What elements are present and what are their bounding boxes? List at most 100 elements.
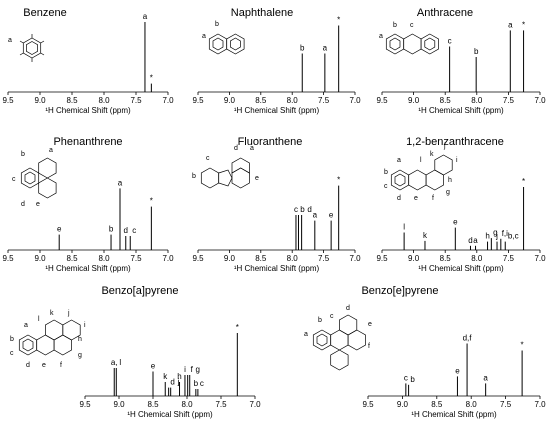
peak-label: d <box>170 378 174 387</box>
x-tick-label: 7.0 <box>162 254 174 263</box>
panel-benzo-a-pyrene: Benzo[a]pyrene k a l j i b h c g d e f 9… <box>10 285 261 419</box>
x-axis-label: ¹H Chemical Shift (ppm) <box>418 264 504 273</box>
peak-label: a <box>473 236 478 245</box>
panel-naphthalene: Naphthalene b a 9.5 9.0 8.5 8.0 7.5 7.0 ¹H Che… <box>192 7 361 115</box>
peak-label: f <box>191 365 194 374</box>
peak-label: b <box>109 225 114 234</box>
peak-label: b <box>474 47 479 56</box>
phenanthrene-structure: b a c d e <box>12 147 57 208</box>
spectrum-plot: 9.5 9.0 8.5 8.0 7.5 7.0 ¹H Chemical Shift (ppm… <box>192 16 361 116</box>
structure-label: b <box>393 22 397 29</box>
peak-label: g <box>493 228 497 237</box>
peak-label: j <box>177 378 180 387</box>
peak-label: a <box>323 44 328 53</box>
panel-title: Phenanthrene <box>53 136 122 148</box>
panel-fluoranthene: Fluoranthene b c d a e 9.5 9.0 8.5 8.0 7.5 7.… <box>192 136 361 273</box>
x-tick-label: 8.5 <box>440 254 452 263</box>
peak-label: * <box>150 74 153 83</box>
x-tick-label: 9.0 <box>34 96 46 105</box>
structure-label: c <box>410 22 414 29</box>
panel-title: Anthracene <box>417 7 473 19</box>
peak-label: d <box>468 236 472 245</box>
peak-label: a <box>118 178 123 187</box>
peak-label: l <box>403 223 405 232</box>
spectrum-plot: 9.5 9.0 8.5 8.0 7.5 7.0 ¹H Chemical Shift (ppm… <box>79 323 261 419</box>
benzene-structure: a <box>8 34 45 62</box>
panel-title: 1,2-benzanthracene <box>406 136 504 148</box>
x-tick-label: 9.0 <box>397 400 409 409</box>
peak-label: e <box>329 211 334 220</box>
structure-label: a <box>49 147 53 154</box>
structure-label: d <box>346 305 350 312</box>
x-tick-label: 9.5 <box>192 254 204 263</box>
peak-label: c <box>404 373 408 382</box>
x-tick-label: 7.0 <box>534 400 546 409</box>
x-tick-label: 8.5 <box>66 254 78 263</box>
panel-title: Fluoranthene <box>238 136 303 148</box>
x-tick-label: 8.5 <box>66 96 78 105</box>
x-tick-label: 7.5 <box>503 254 515 263</box>
peak-label: k <box>163 372 168 381</box>
x-axis-label: ¹H Chemical Shift (ppm) <box>234 106 320 115</box>
x-tick-label: 9.5 <box>2 96 14 105</box>
benzo-a-pyrene-structure: k a l j i b h c g d e f <box>10 310 86 369</box>
peak-label: h <box>485 232 489 241</box>
x-tick-label: 8.5 <box>255 96 267 105</box>
peak-label: c <box>448 37 452 46</box>
peak-label: a <box>143 12 148 21</box>
peak-label: * <box>337 16 340 25</box>
panel-phenanthrene: Phenanthrene b a c d e 9.5 9.0 8.5 8.0 7.5 7.… <box>2 136 174 273</box>
peak-label: b,c <box>508 232 519 241</box>
peak-label: h <box>177 372 181 381</box>
peak-label: c <box>200 379 204 388</box>
structure-label: g <box>78 352 82 359</box>
peak-label: l <box>119 358 121 367</box>
spectrum-plot: 9.5 9.0 8.5 8.0 7.5 7.0 ¹H Chemical Shift (ppm… <box>376 177 546 273</box>
x-axis-label: ¹H Chemical Shift (ppm) <box>418 106 504 115</box>
x-tick-label: 7.5 <box>130 254 142 263</box>
peak-label: e <box>453 218 458 227</box>
structure-label: k <box>50 310 54 317</box>
structure-label: a <box>250 145 254 152</box>
x-tick-label: 8.0 <box>287 254 299 263</box>
x-tick-label: 8.0 <box>471 96 483 105</box>
structure-label: e <box>414 195 418 202</box>
naphthalene-structure: b a <box>202 21 245 55</box>
x-axis-label: ¹H Chemical Shift (ppm) <box>127 410 213 419</box>
structure-label: d <box>26 362 30 369</box>
x-tick-label: 7.5 <box>130 96 142 105</box>
x-tick-label: 9.5 <box>192 96 204 105</box>
spectrum-plot: 9.5 9.0 8.5 8.0 7.5 7.0 ¹H Chemical Shift (ppm… <box>2 178 174 273</box>
peak-label: c <box>294 205 298 214</box>
x-tick-label: 7.0 <box>249 400 261 409</box>
peak-label: b <box>194 379 199 388</box>
x-tick-label: 9.0 <box>224 254 236 263</box>
structure-label: e <box>255 175 259 182</box>
structure-label: h <box>448 177 452 184</box>
anthracene-structure: b c a <box>379 22 439 55</box>
structure-label: k <box>430 151 434 158</box>
structure-label: b <box>192 173 196 180</box>
structure-label: c <box>10 350 14 357</box>
structure-label: j <box>67 310 70 317</box>
panel-benzo-e-pyrene: Benzo[e]pyrene d b c e a f 9.5 9.0 8.5 8.0 7… <box>304 285 546 419</box>
x-tick-label: 7.0 <box>349 254 361 263</box>
peak-label: e <box>455 366 460 375</box>
structure-label: i <box>456 157 458 164</box>
structure-label: l <box>420 157 422 164</box>
peak-label: a <box>313 211 318 220</box>
peak-label: c <box>132 226 136 235</box>
x-tick-label: 8.0 <box>98 254 110 263</box>
x-tick-label: 8.5 <box>147 400 159 409</box>
structure-label: c <box>206 155 210 162</box>
panel-anthracene: Anthracene b c a 9.5 9.0 8.5 8.0 7.5 7.0 ¹H Ch… <box>376 7 546 115</box>
structure-label: a <box>8 37 12 44</box>
peak-label: d <box>124 226 128 235</box>
x-axis-label: ¹H Chemical Shift (ppm) <box>411 410 497 419</box>
panel-title: Benzene <box>23 7 66 19</box>
x-tick-label: 8.0 <box>466 400 478 409</box>
structure-label: f <box>368 343 370 350</box>
peak-label: b <box>300 44 305 53</box>
x-axis-label: ¹H Chemical Shift (ppm) <box>234 264 320 273</box>
structure-label: e <box>42 362 46 369</box>
